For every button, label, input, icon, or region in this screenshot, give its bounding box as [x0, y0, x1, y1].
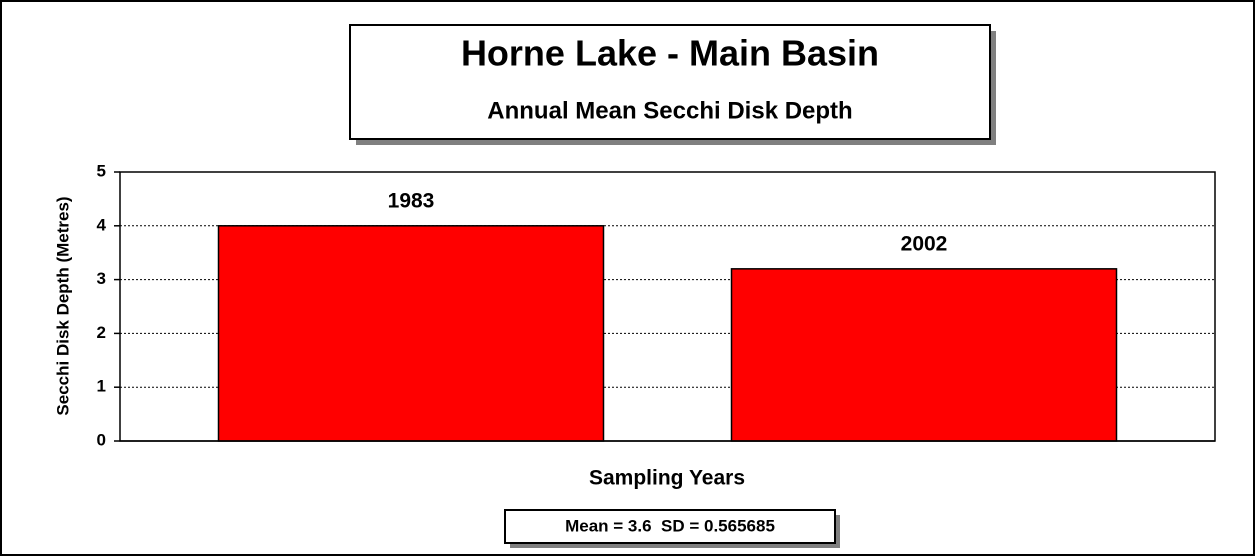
- title-box: [349, 24, 991, 140]
- y-axis-label: Secchi Disk Depth (Metres): [53, 196, 72, 415]
- y-tick-label: 0: [97, 430, 106, 449]
- y-tick-label: 1: [97, 377, 106, 396]
- chart-subtitle: Annual Mean Secchi Disk Depth: [487, 97, 852, 124]
- x-axis-label: Sampling Years: [589, 467, 745, 490]
- bar: [217, 225, 605, 442]
- category-label: 2002: [901, 232, 948, 255]
- annotation-box: [504, 509, 836, 544]
- y-tick-label: 2: [97, 323, 106, 342]
- y-tick-label: 3: [97, 269, 106, 288]
- category-label: 1983: [388, 189, 435, 212]
- chart-title: Horne Lake - Main Basin: [461, 33, 879, 74]
- bar: [730, 268, 1118, 442]
- annotation: Mean = 3.6 SD = 0.565685: [565, 516, 775, 535]
- y-tick-label: 4: [97, 215, 107, 234]
- y-tick-label: 5: [97, 161, 106, 180]
